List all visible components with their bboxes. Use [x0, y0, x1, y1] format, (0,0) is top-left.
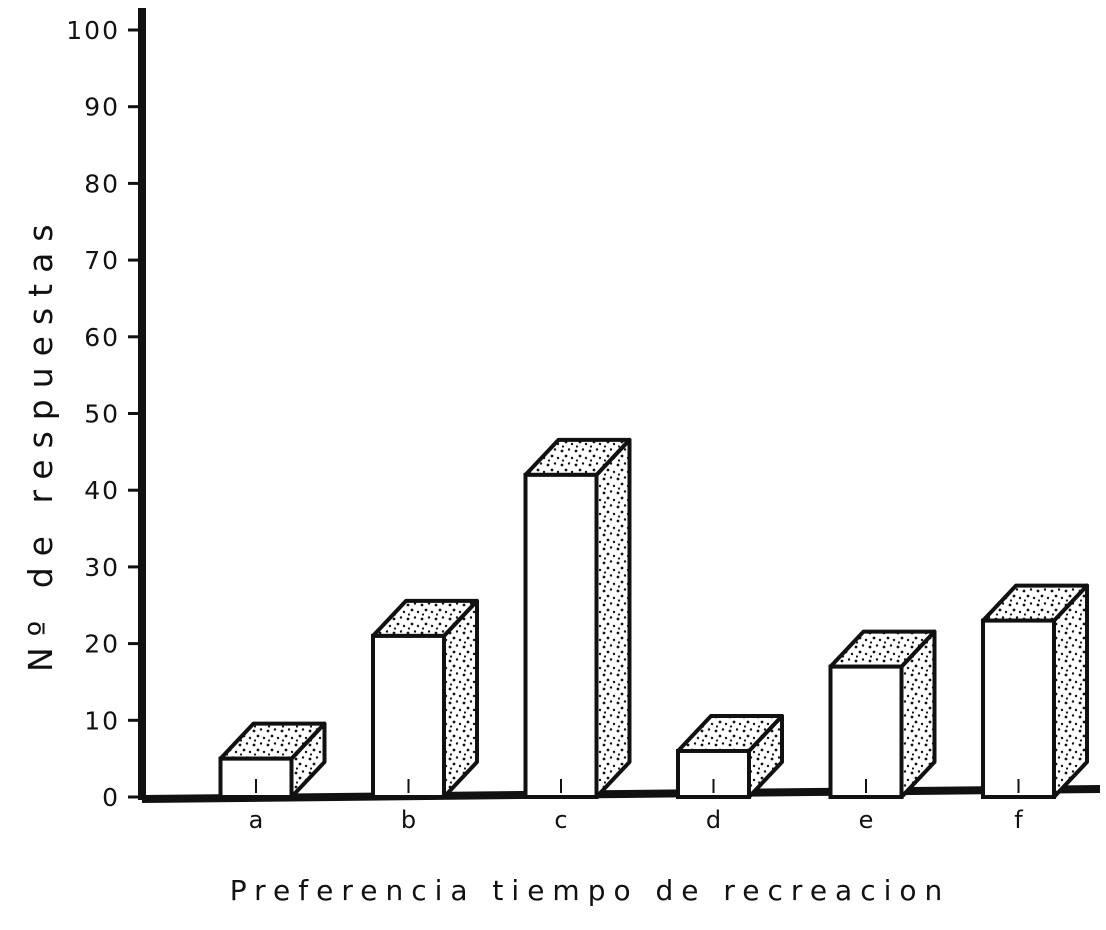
y-tick-label-40: 40 [84, 476, 120, 505]
y-tick-label-90: 90 [84, 93, 120, 122]
bar-b [371, 598, 479, 799]
bar-d [676, 713, 784, 799]
bar-front-b [371, 633, 446, 799]
bar-c [523, 437, 632, 799]
y-tick-label-10: 10 [84, 706, 120, 735]
bar-side-c [594, 437, 632, 799]
x-tick-label-d: d [706, 806, 721, 834]
y-tick-label-100: 100 [66, 16, 120, 45]
bar-a [218, 721, 327, 800]
x-axis-label: Preferencia tiempo de recreacion [230, 874, 951, 907]
x-tick-label-f: f [1014, 806, 1023, 834]
y-tick-label-70: 70 [84, 246, 120, 275]
y-tick-label-20: 20 [84, 630, 120, 659]
x-tick-label-a: a [249, 806, 264, 834]
y-tick-label-50: 50 [84, 400, 120, 429]
bar-front-f [981, 618, 1056, 800]
bar-front-c [523, 472, 599, 799]
x-tick-label-e: e [859, 806, 874, 834]
bar-f [981, 583, 1089, 800]
y-tick-label-0: 0 [102, 783, 120, 812]
x-tick-label-b: b [401, 806, 416, 834]
x-tick-label-c: c [554, 806, 567, 834]
bar-e [828, 629, 937, 799]
y-axis-label: Nº de respuestas [21, 213, 60, 672]
y-tick-label-30: 30 [84, 553, 120, 582]
bar-front-e [828, 664, 904, 799]
y-tick-label-80: 80 [84, 169, 120, 198]
x-axis-line [141, 785, 1101, 803]
y-tick-label-60: 60 [84, 323, 120, 352]
